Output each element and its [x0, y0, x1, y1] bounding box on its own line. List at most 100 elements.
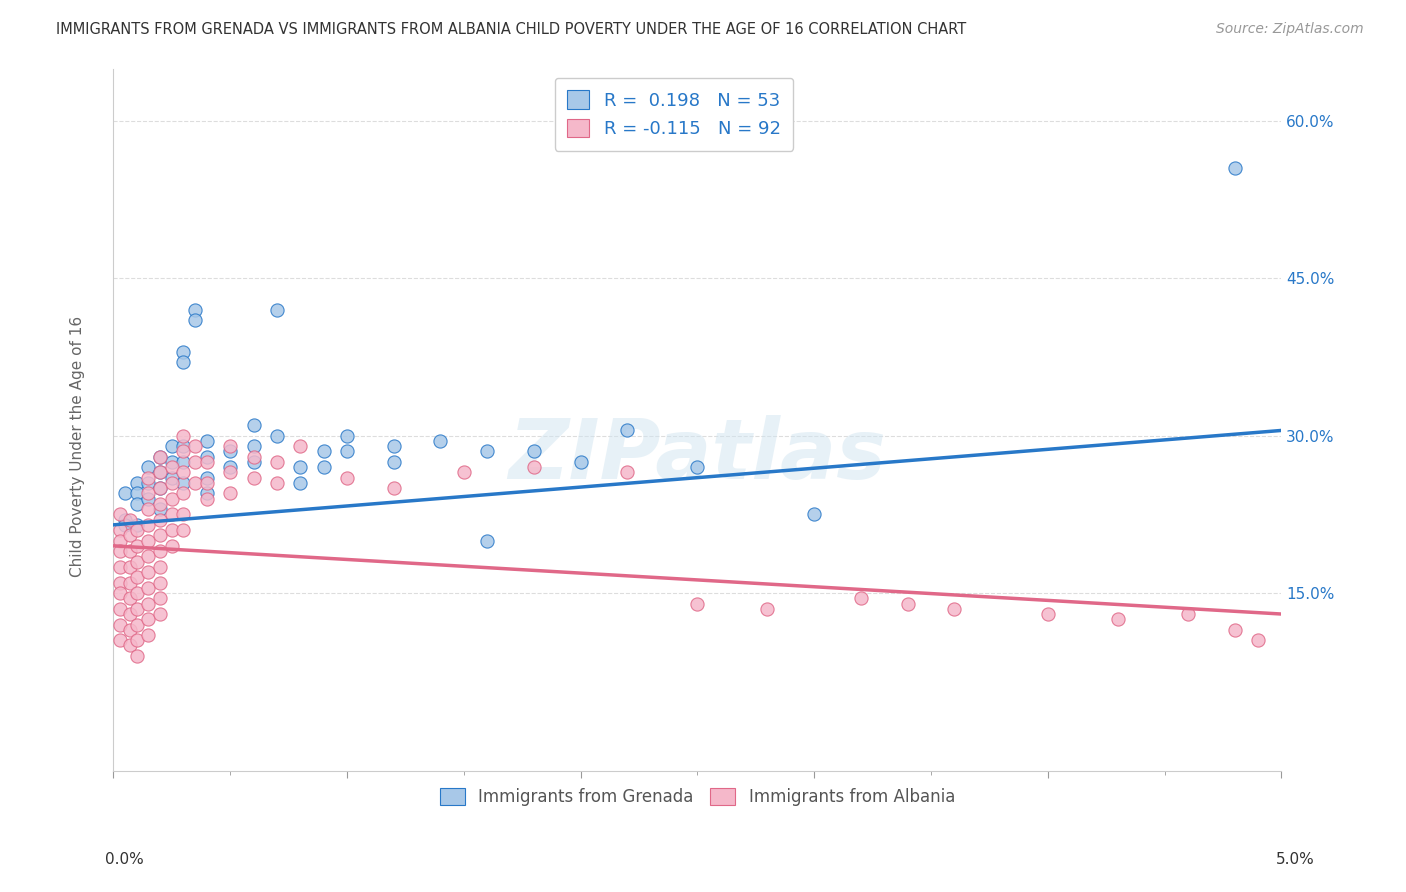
Point: [118, 591, 141, 606]
Point: [149, 481, 172, 495]
Point: [1107, 612, 1129, 626]
Point: [110, 586, 132, 600]
Point: [160, 439, 183, 453]
Point: [382, 439, 405, 453]
Point: [138, 491, 160, 506]
Point: [118, 513, 141, 527]
Point: [1223, 161, 1246, 176]
Point: [138, 475, 160, 490]
Point: [138, 486, 160, 500]
Point: [173, 355, 195, 369]
Point: [756, 601, 779, 615]
Point: [149, 513, 172, 527]
Point: [114, 517, 136, 532]
Point: [290, 475, 312, 490]
Point: [118, 607, 141, 621]
Point: [138, 628, 160, 642]
Point: [125, 648, 148, 663]
Point: [110, 544, 132, 558]
Point: [149, 450, 172, 464]
Point: [173, 439, 195, 453]
Point: [1036, 607, 1059, 621]
Point: [149, 466, 172, 480]
Point: [125, 517, 148, 532]
Point: [110, 575, 132, 590]
Point: [475, 533, 498, 548]
Point: [312, 460, 335, 475]
Point: [114, 513, 136, 527]
Point: [118, 528, 141, 542]
Point: [849, 591, 872, 606]
Point: [149, 559, 172, 574]
Point: [138, 597, 160, 611]
Point: [266, 475, 288, 490]
Point: [160, 508, 183, 522]
Point: [125, 475, 148, 490]
Point: [149, 481, 172, 495]
Point: [160, 523, 183, 537]
Point: [149, 497, 172, 511]
Point: [803, 508, 825, 522]
Point: [160, 491, 183, 506]
Point: [149, 528, 172, 542]
Text: Child Poverty Under the Age of 16: Child Poverty Under the Age of 16: [70, 316, 84, 576]
Point: [173, 455, 195, 469]
Point: [125, 497, 148, 511]
Point: [160, 455, 183, 469]
Point: [138, 502, 160, 516]
Point: [195, 434, 218, 448]
Point: [195, 450, 218, 464]
Point: [242, 439, 264, 453]
Point: [118, 575, 141, 590]
Point: [125, 555, 148, 569]
Legend: Immigrants from Grenada, Immigrants from Albania: Immigrants from Grenada, Immigrants from…: [430, 778, 965, 816]
Point: [219, 444, 242, 458]
Point: [125, 539, 148, 553]
Point: [118, 623, 141, 637]
Point: [336, 444, 359, 458]
Point: [125, 617, 148, 632]
Point: [173, 428, 195, 442]
Point: [195, 486, 218, 500]
Point: [110, 617, 132, 632]
Point: [110, 523, 132, 537]
Point: [242, 450, 264, 464]
Point: [138, 565, 160, 579]
Point: [173, 466, 195, 480]
Point: [475, 444, 498, 458]
Point: [336, 470, 359, 484]
Point: [336, 428, 359, 442]
Point: [290, 460, 312, 475]
Point: [110, 533, 132, 548]
Point: [149, 502, 172, 516]
Point: [219, 460, 242, 475]
Point: [523, 444, 546, 458]
Text: ZIPatlas: ZIPatlas: [509, 415, 886, 496]
Point: [290, 439, 312, 453]
Point: [312, 444, 335, 458]
Point: [195, 455, 218, 469]
Point: [125, 633, 148, 648]
Point: [219, 466, 242, 480]
Point: [125, 523, 148, 537]
Point: [118, 559, 141, 574]
Point: [195, 470, 218, 484]
Point: [266, 302, 288, 317]
Point: [453, 466, 475, 480]
Point: [160, 470, 183, 484]
Point: [138, 533, 160, 548]
Point: [1247, 633, 1270, 648]
Point: [173, 508, 195, 522]
Point: [1177, 607, 1199, 621]
Point: [149, 575, 172, 590]
Point: [118, 544, 141, 558]
Point: [686, 597, 709, 611]
Point: [114, 486, 136, 500]
Point: [110, 633, 132, 648]
Point: [195, 475, 218, 490]
Point: [149, 466, 172, 480]
Point: [219, 439, 242, 453]
Text: Source: ZipAtlas.com: Source: ZipAtlas.com: [1216, 22, 1364, 37]
Point: [266, 455, 288, 469]
Point: [160, 460, 183, 475]
